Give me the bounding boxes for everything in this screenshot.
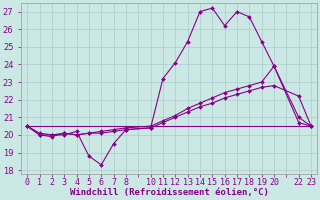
X-axis label: Windchill (Refroidissement éolien,°C): Windchill (Refroidissement éolien,°C) <box>70 188 268 197</box>
